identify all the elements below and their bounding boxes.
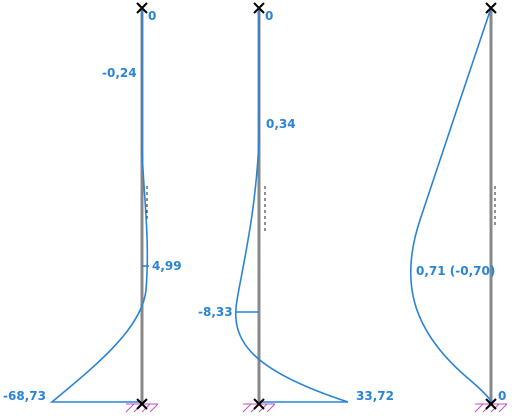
label-bottom: 0 bbox=[498, 389, 506, 403]
node-cross-icon bbox=[253, 398, 265, 410]
deflection-curve bbox=[409, 7, 492, 403]
node-cross-icon bbox=[253, 2, 265, 14]
diagram-2: 0 0,34 -8,33 33,72 bbox=[198, 2, 394, 413]
label-middle: 0,71 (-0,70) bbox=[416, 264, 495, 278]
label-upper: -0,24 bbox=[102, 66, 137, 80]
diagram-1: 0 -0,24 4,99 -68,73 bbox=[3, 2, 182, 413]
moment-curve bbox=[49, 8, 149, 403]
moment-curve bbox=[235, 8, 349, 403]
label-upper: 0,34 bbox=[266, 117, 296, 131]
node-cross-icon bbox=[485, 2, 497, 14]
label-top: 0 bbox=[148, 9, 156, 23]
label-top: 0 bbox=[265, 9, 273, 23]
node-cross-icon bbox=[136, 2, 148, 14]
diagram-3: 0,71 (-0,70) 0 bbox=[409, 2, 508, 413]
label-bottom: 33,72 bbox=[356, 389, 394, 403]
node-cross-icon bbox=[136, 398, 148, 410]
label-middle: -8,33 bbox=[198, 305, 233, 319]
label-bottom: -68,73 bbox=[3, 389, 46, 403]
node-cross-icon bbox=[485, 398, 497, 410]
label-middle: 4,99 bbox=[152, 259, 182, 273]
